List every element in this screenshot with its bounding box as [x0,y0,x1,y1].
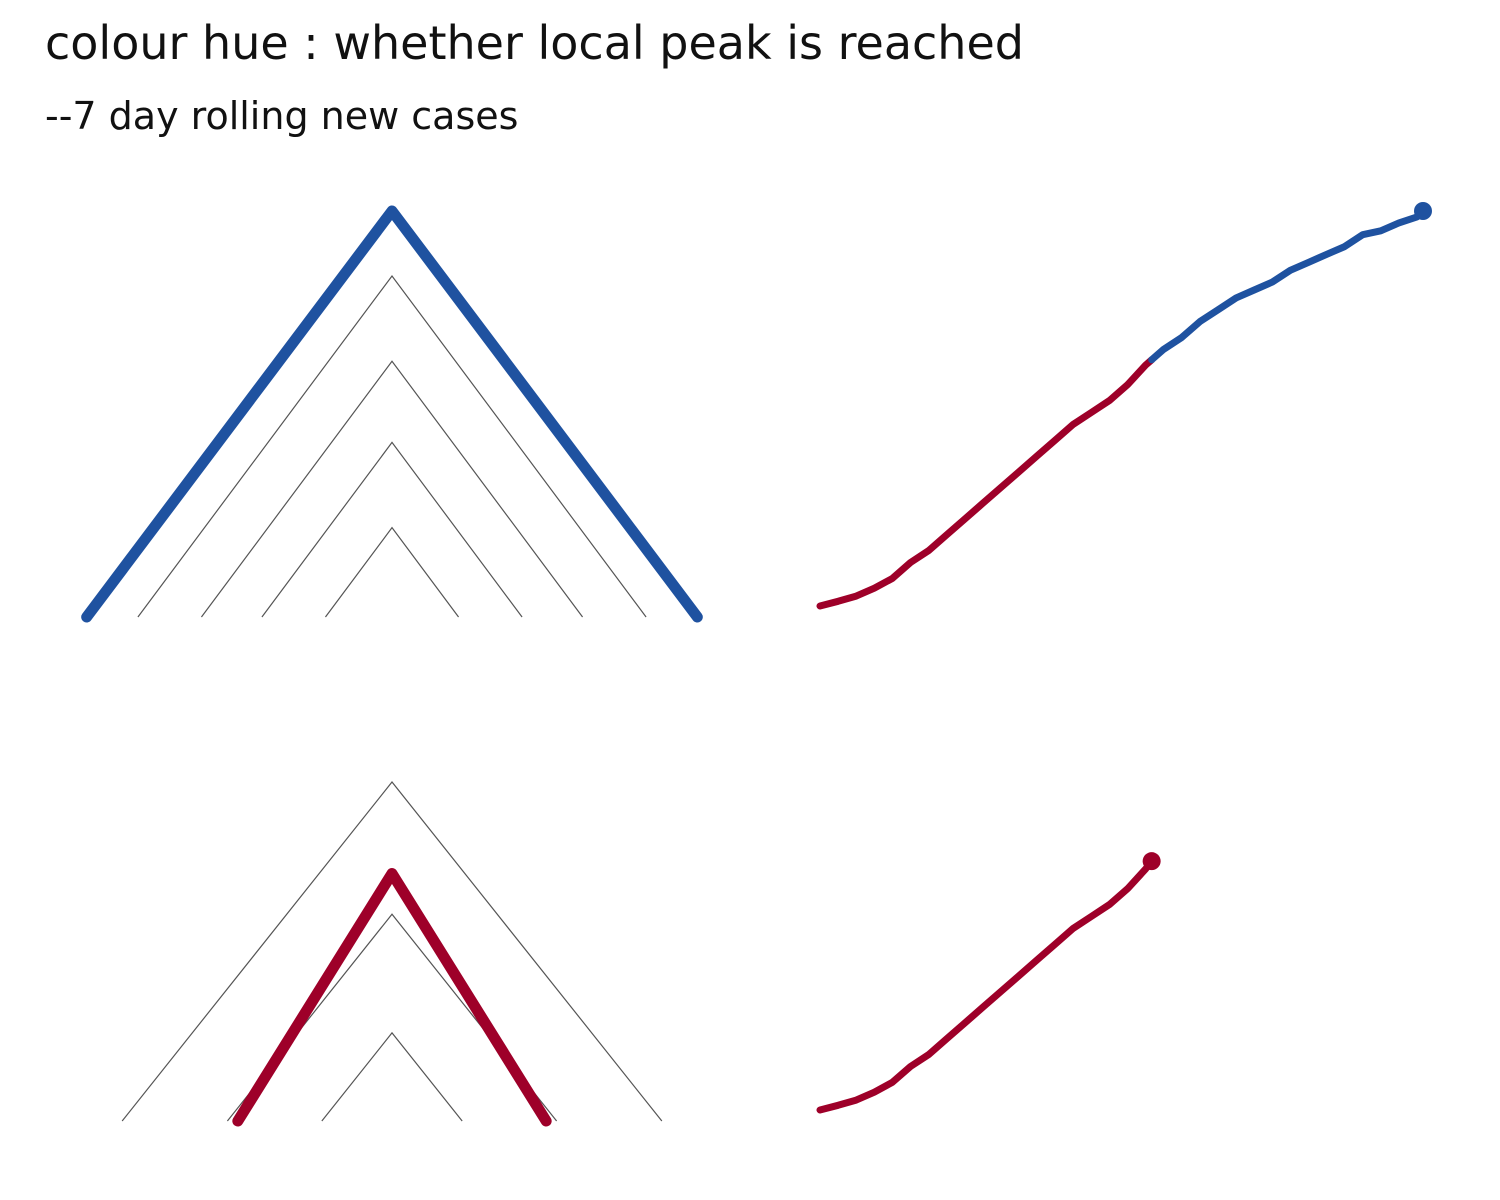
highlight-peak [232,868,552,1127]
trend-segment-peak-reached [1148,207,1427,364]
latest-point [1414,202,1432,220]
peak-triangle-panel-bottom [121,781,663,1127]
reference-peak-1 [121,781,663,1122]
highlight-peak [81,205,703,623]
reference-peak-2 [200,360,584,618]
reference-peak-2 [226,913,558,1122]
reference-peak-3 [261,441,523,618]
reference-peak-3 [321,1031,463,1122]
trend-line-panel-bottom [816,852,1161,1114]
latest-point [1142,852,1161,871]
trend-segment-not-reached [816,857,1156,1114]
trend-line-panel-top [816,202,1432,610]
trend-segment-not-reached [816,356,1156,610]
reference-peak-4 [324,526,460,618]
chart-title: colour hue : whether local peak is reach… [45,16,1024,70]
reference-peak-1 [137,274,647,618]
chart-subtitle: --7 day rolling new cases [45,94,519,138]
peak-triangle-panel-top [81,205,703,623]
